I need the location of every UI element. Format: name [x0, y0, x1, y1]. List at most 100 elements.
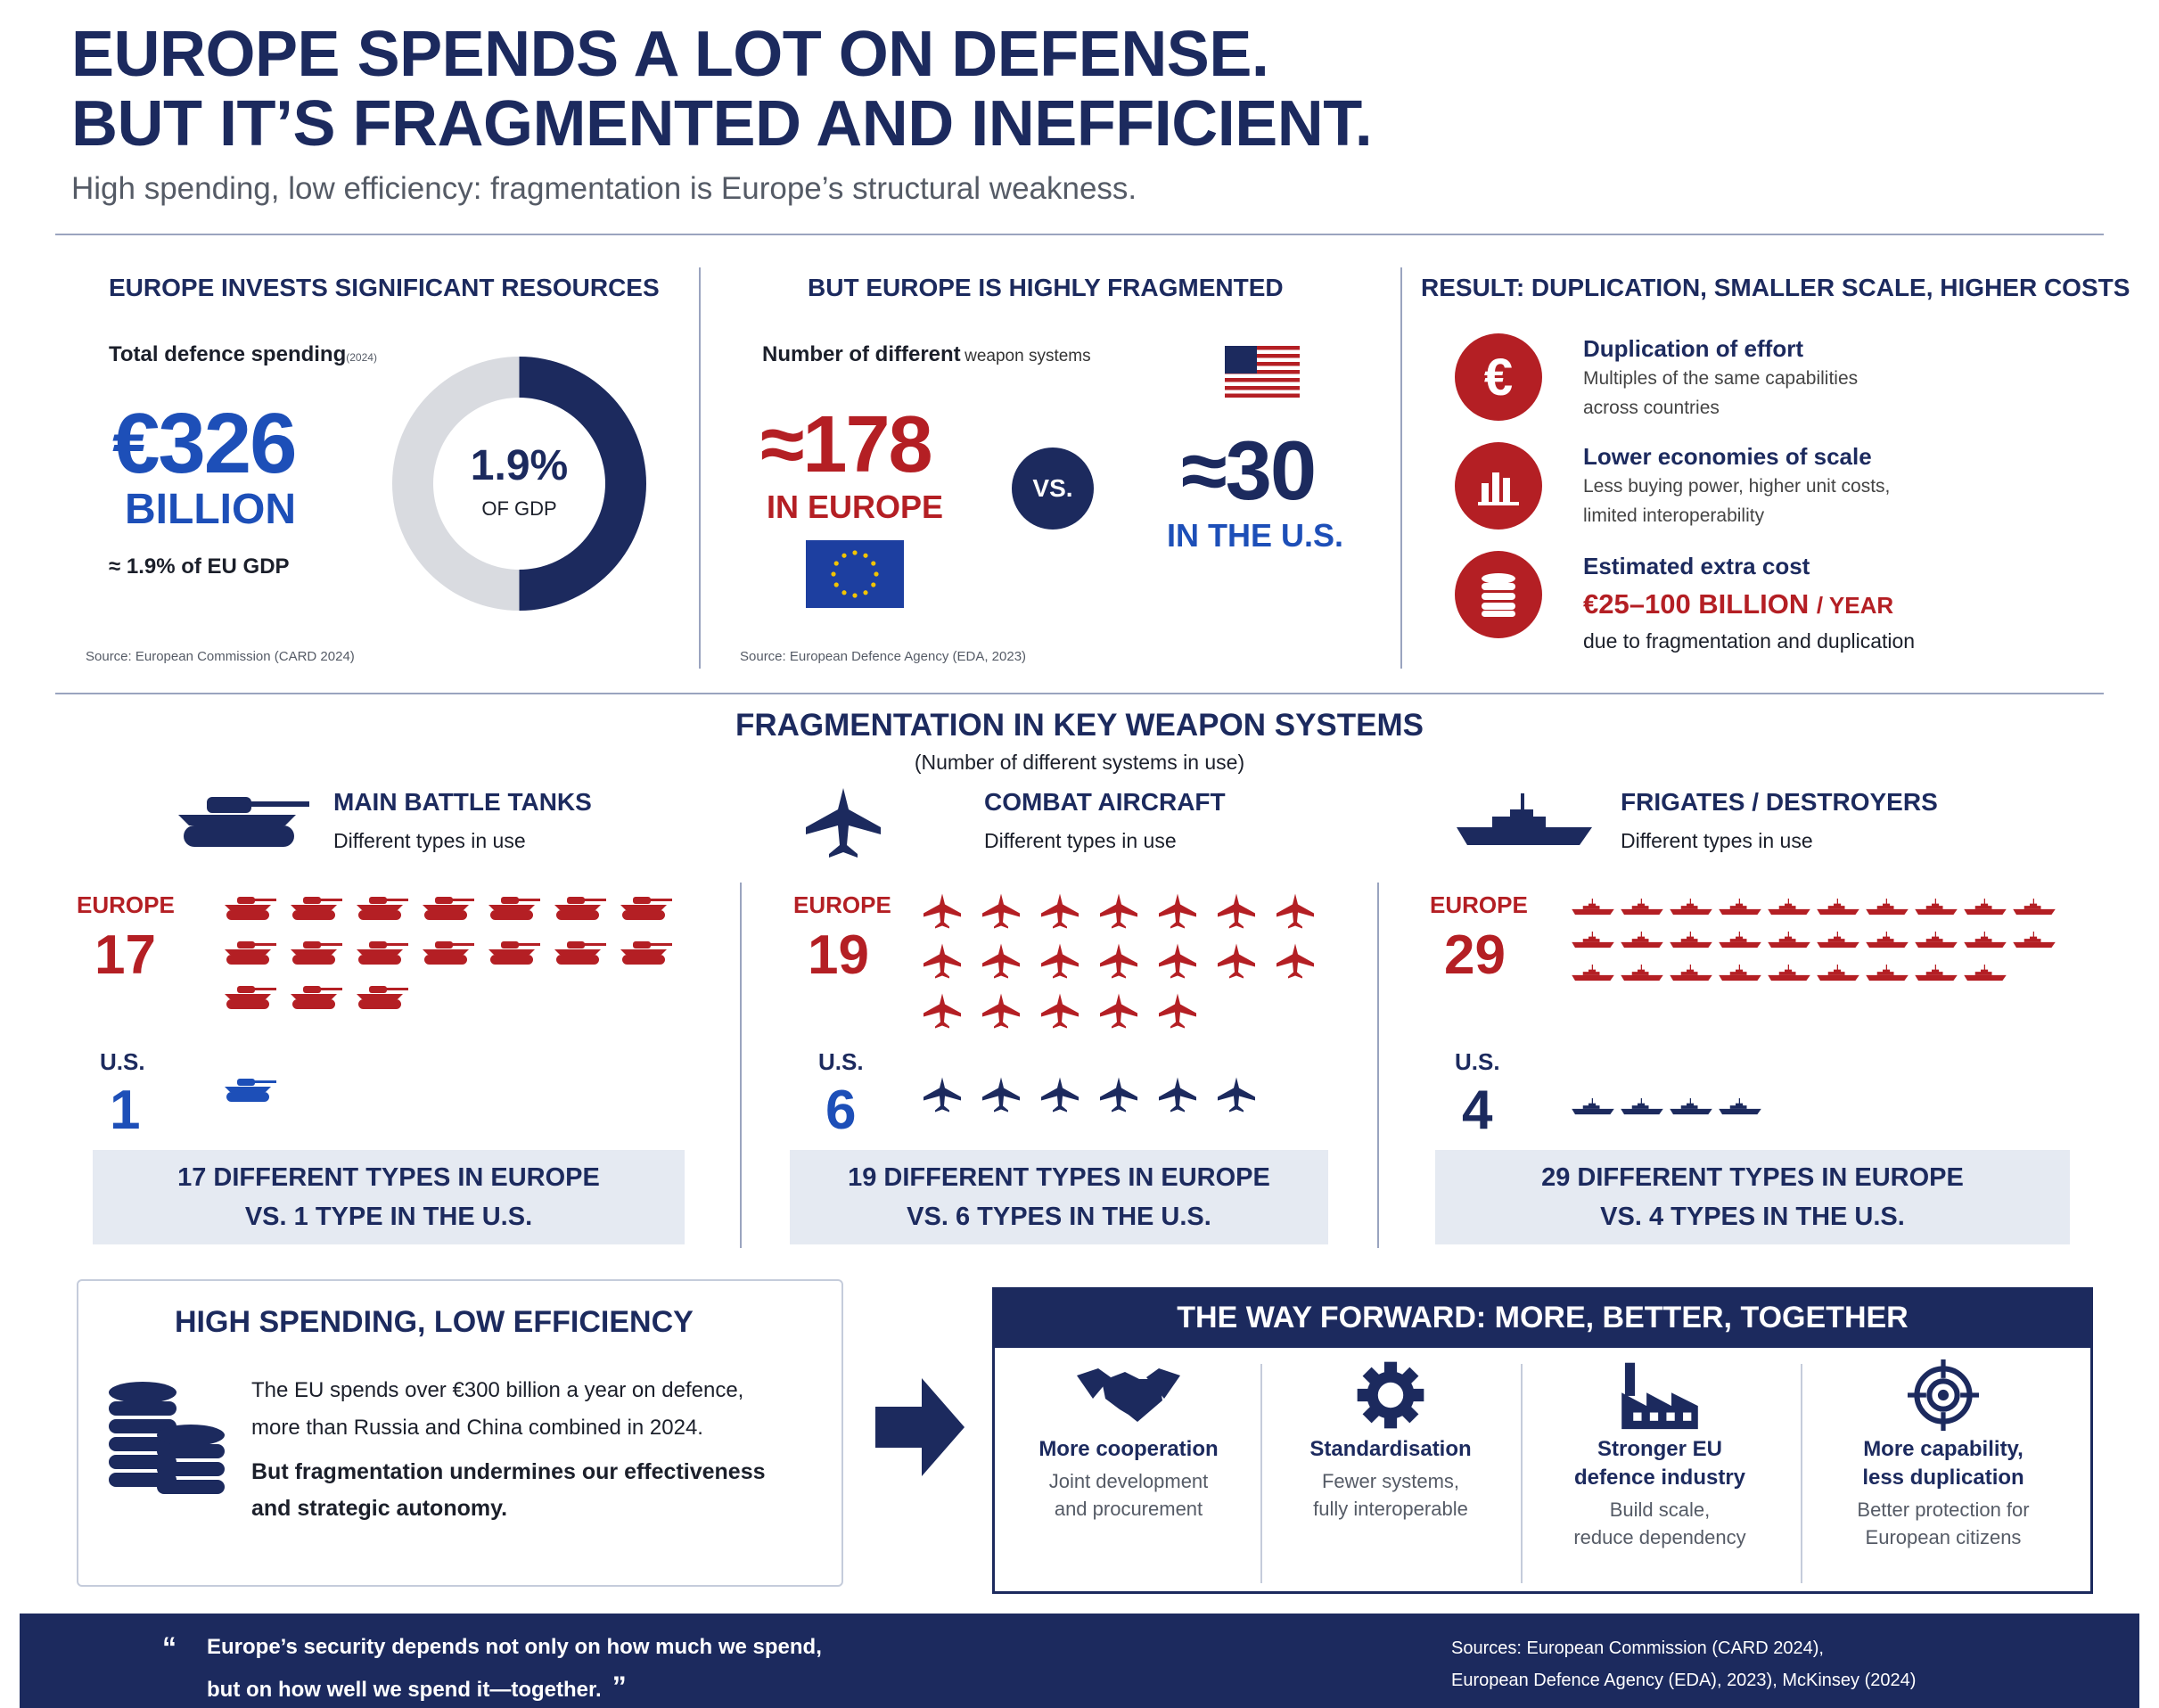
- frigates-europe-label: EUROPE: [1430, 891, 1528, 918]
- europe-systems-label: IN EUROPE: [767, 489, 944, 525]
- tank-pictogram: [221, 984, 278, 1015]
- col-divider-1: [699, 267, 701, 669]
- wf-sub-2a: Fewer systems,: [1321, 1470, 1460, 1492]
- us-systems-value: ≈30: [1181, 423, 1317, 517]
- tanks-title: MAIN BATTLE TANKS: [333, 788, 592, 816]
- efficiency-line-4: and strategic autonomy.: [251, 1496, 508, 1521]
- way-forward-header: THE WAY FORWARD: MORE, BETTER, TOGETHER: [992, 1287, 2093, 1348]
- frigate-pictogram: [1767, 897, 1811, 923]
- us-flag-icon: [1225, 346, 1300, 398]
- aircraft-europe-label: EUROPE: [793, 891, 891, 918]
- extra-cost-value: €25–100 BILLION / YEAR: [1583, 588, 1894, 620]
- wf-divider-3: [1801, 1364, 1802, 1583]
- aircraft-pictogram: [981, 941, 1022, 985]
- wf-sub-1a: Joint development: [1048, 1470, 1209, 1492]
- result-item-1-line1: Multiples of the same capabilities: [1583, 368, 1859, 389]
- wf-divider-2: [1521, 1364, 1523, 1583]
- aircraft-pictogram: [981, 1075, 1022, 1119]
- gear-icon: [1357, 1361, 1424, 1429]
- tank-pictogram: [221, 1077, 278, 1108]
- frigate-pictogram: [1914, 930, 1958, 956]
- aircraft-pictogram: [1275, 941, 1316, 985]
- resources-label: Total defence spending(2024): [109, 342, 377, 366]
- frigate-pictogram: [1571, 1096, 1615, 1122]
- frigate-pictogram: [1865, 897, 1909, 923]
- tank-pictogram: [353, 895, 410, 926]
- tanks-europe-count: 17: [94, 924, 156, 986]
- resources-source: Source: European Commission (CARD 2024): [86, 649, 355, 664]
- aircraft-pictogram: [1039, 991, 1080, 1035]
- aircraft-pictogram: [1216, 1075, 1257, 1119]
- frigate-pictogram: [1816, 963, 1860, 989]
- tank-pictogram: [287, 984, 344, 1015]
- frigate-pictogram: [1865, 963, 1909, 989]
- eu-flag-icon: [806, 540, 904, 608]
- result-item-1-title: Duplication of effort: [1583, 335, 1803, 362]
- wf-title-3b: defence industry: [1573, 1466, 1746, 1490]
- systems-divider-1: [740, 883, 742, 1248]
- tank-pictogram: [419, 895, 476, 926]
- arrow-right-icon: [875, 1378, 965, 1476]
- aircraft-europe-count: 19: [808, 924, 869, 986]
- frigate-pictogram: [1865, 930, 1909, 956]
- frigates-sub: Different types in use: [1621, 829, 1813, 852]
- aircraft-pictogram: [922, 891, 963, 935]
- result-item-2-title: Lower economies of scale: [1583, 443, 1872, 470]
- frigate-pictogram: [1718, 897, 1762, 923]
- wf-sub-1b: and procurement: [1054, 1498, 1203, 1520]
- coins-stack-icon: [109, 1382, 225, 1494]
- us-systems-label: IN THE U.S.: [1167, 517, 1344, 554]
- systems-heading: FRAGMENTATION IN KEY WEAPON SYSTEMS: [735, 708, 1424, 743]
- sources-line-2: European Defence Agency (EDA), 2023), Mc…: [1451, 1671, 1917, 1690]
- frigate-pictogram: [1669, 930, 1713, 956]
- efficiency-line-3: But fragmentation undermines our effecti…: [251, 1459, 766, 1484]
- tank-pictogram: [221, 940, 278, 971]
- systems-subheading: (Number of different systems in use): [914, 751, 1245, 774]
- wf-item-cooperation: More cooperation Joint development and p…: [995, 1359, 1262, 1523]
- frigate-pictogram: [1571, 963, 1615, 989]
- aircraft-sub: Different types in use: [984, 829, 1177, 852]
- efficiency-heading: HIGH SPENDING, LOW EFFICIENCY: [175, 1305, 694, 1339]
- tanks-europe-label: EUROPE: [77, 891, 175, 918]
- frigate-pictogram: [1571, 897, 1615, 923]
- result-item-3-line2: due to fragmentation and duplication: [1583, 629, 1916, 653]
- tank-pictogram: [221, 895, 278, 926]
- quote-line-1: Europe’s security depends not only on ho…: [207, 1635, 822, 1659]
- donut-label: OF GDP: [481, 497, 557, 520]
- aircraft-pictogram: [1216, 891, 1257, 935]
- aircraft-us-count: 6: [825, 1080, 857, 1141]
- quote-close-icon: ”: [612, 1671, 627, 1703]
- aircraft-pictogram: [1216, 941, 1257, 985]
- frigate-pictogram: [1718, 930, 1762, 956]
- systems-divider-2: [1377, 883, 1379, 1248]
- target-icon: [1908, 1359, 1979, 1431]
- frigate-pictogram: [1620, 897, 1664, 923]
- title-line-2: BUT IT’S FRAGMENTED AND INEFFICIENT.: [71, 88, 1373, 160]
- footer: “ Europe’s security depends not only on …: [20, 1614, 2139, 1708]
- result-item-2-line2: limited interoperability: [1583, 505, 1765, 526]
- wf-sub-4a: Better protection for: [1857, 1499, 2030, 1521]
- wf-sub-2b: fully interoperable: [1313, 1498, 1468, 1520]
- col-divider-2: [1400, 267, 1402, 669]
- frigates-europe-count: 29: [1444, 924, 1506, 986]
- handshake-icon: [1077, 1368, 1180, 1422]
- wf-sub-3b: reduce dependency: [1573, 1526, 1746, 1548]
- frigate-pictogram: [1767, 963, 1811, 989]
- tank-pictogram: [485, 940, 542, 971]
- tank-pictogram: [617, 940, 674, 971]
- frigate-pictogram: [1718, 1096, 1762, 1122]
- frigate-pictogram: [1669, 1096, 1713, 1122]
- frigate-pictogram: [1963, 897, 2007, 923]
- donut-hole: [433, 398, 605, 570]
- frigates-title: FRIGATES / DESTROYERS: [1621, 788, 1938, 816]
- result-item-1-line2: across countries: [1583, 398, 1720, 418]
- wf-sub-3a: Build scale,: [1609, 1499, 1711, 1521]
- tank-pictogram: [551, 895, 608, 926]
- frigates-us-label: U.S.: [1455, 1048, 1500, 1075]
- tanks-us-label: U.S.: [100, 1048, 145, 1075]
- wf-title-2: Standardisation: [1309, 1437, 1472, 1461]
- spending-unit: BILLION: [125, 486, 296, 533]
- aircraft-title: COMBAT AIRCRAFT: [984, 788, 1226, 816]
- tank-pictogram: [485, 895, 542, 926]
- subtitle: High spending, low efficiency: fragmenta…: [71, 171, 1137, 206]
